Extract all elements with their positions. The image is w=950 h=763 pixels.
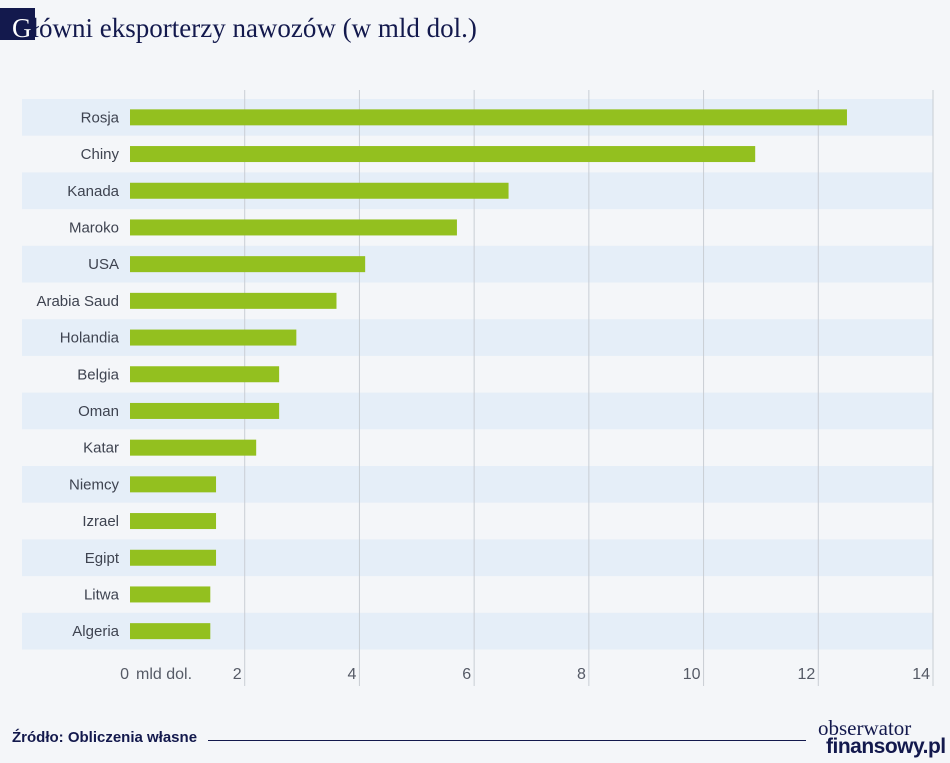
logo-line-1: obserwator (818, 716, 912, 740)
x-tick-label: 2 (233, 666, 242, 683)
category-label: Katar (83, 440, 119, 457)
category-label: Izrael (82, 513, 119, 530)
category-label: Maroko (69, 219, 119, 236)
bar (130, 586, 211, 603)
x-tick-label: 6 (462, 666, 471, 683)
category-label: USA (88, 256, 119, 273)
category-label: Oman (78, 403, 119, 420)
bar (130, 439, 257, 456)
bar (130, 292, 337, 309)
title-text: łówni eksporterzy nawozów (w mld dol.) (31, 12, 477, 43)
bar (130, 623, 211, 640)
title-accent-box (0, 8, 35, 40)
footer-divider (208, 740, 806, 741)
source-note: Źródło: Obliczenia własne (12, 729, 198, 746)
category-label: Chiny (81, 146, 120, 163)
x-tick-label: 10 (683, 666, 701, 683)
category-label: Kanada (67, 183, 119, 200)
category-label: Egipt (85, 550, 120, 567)
category-label: Niemcy (69, 476, 120, 493)
bar (130, 109, 847, 126)
x-tick-label: 12 (797, 666, 815, 683)
category-label: Rosja (81, 109, 120, 126)
bar (130, 182, 509, 199)
x-tick-label: 14 (912, 666, 930, 683)
bar (130, 549, 217, 566)
x-tick-label: 0 (120, 666, 129, 683)
category-label: Belgia (77, 366, 119, 383)
logo-line-2: finansowy.pl (826, 735, 946, 758)
bar (130, 146, 756, 163)
bar (130, 219, 457, 236)
x-tick-label: 4 (348, 666, 357, 683)
category-label: Litwa (84, 586, 120, 603)
bar-chart: Rosja Chiny Kanada Maroko USA Arabia Saud Hola… (22, 90, 934, 686)
category-label: Arabia Saud (36, 293, 119, 310)
bar (130, 256, 366, 273)
category-label: Holandia (60, 330, 120, 347)
chart-title: Główni eksporterzy nawozów (w mld dol.) (0, 8, 477, 48)
category-label: Algeria (72, 623, 119, 640)
bar (130, 513, 217, 530)
bar (130, 476, 217, 493)
x-unit-label: mld dol. (136, 666, 192, 683)
bar (130, 329, 297, 346)
title-first-letter: G (12, 12, 32, 43)
x-tick-label: 8 (577, 666, 586, 683)
bar (130, 366, 280, 383)
publisher-logo: obserwator finansowy.pl (818, 716, 946, 758)
bar (130, 402, 280, 419)
